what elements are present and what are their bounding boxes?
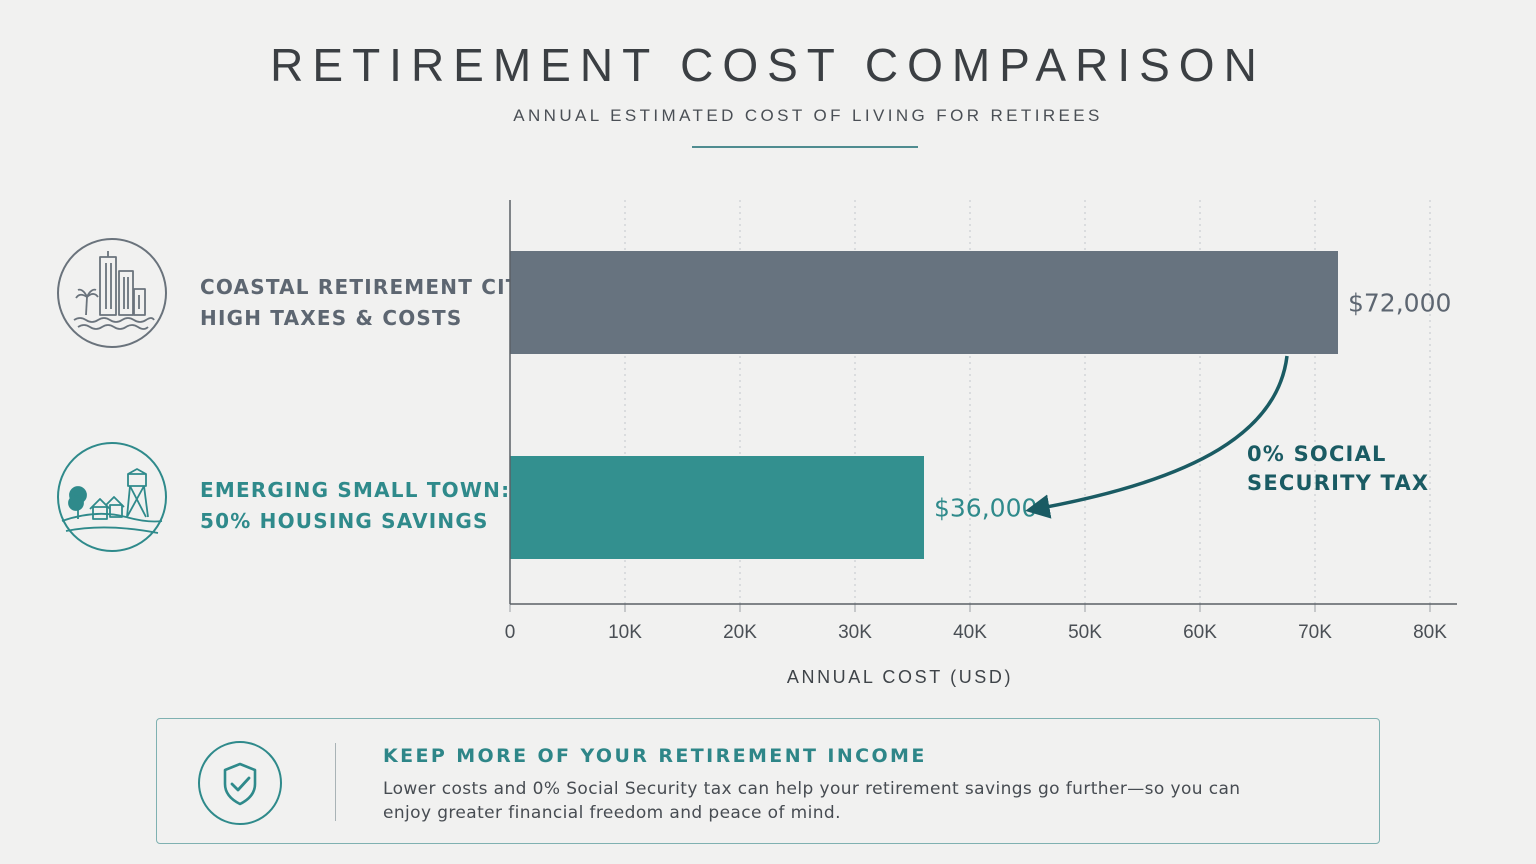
x-tick-label: 70K xyxy=(1298,622,1332,643)
page-title: RETIREMENT COST COMPARISON xyxy=(270,39,1266,91)
city-skyline-icon xyxy=(57,238,167,348)
x-tick-label: 40K xyxy=(953,622,987,643)
bar-value-label: $72,000 xyxy=(1348,289,1451,318)
x-axis-title: ANNUAL COST (USD) xyxy=(786,667,1014,687)
x-tick-label: 80K xyxy=(1413,622,1447,643)
x-tick-label: 10K xyxy=(608,622,642,643)
info-heading: KEEP MORE OF YOUR RETIREMENT INCOME xyxy=(383,745,927,767)
page-subtitle: ANNUAL ESTIMATED COST OF LIVING FOR RETI… xyxy=(513,106,1103,125)
annotation-social-security: 0% SOCIAL SECURITY TAX xyxy=(1247,442,1430,495)
x-tick-label: 30K xyxy=(838,622,872,643)
shield-check-icon xyxy=(198,741,282,825)
bar xyxy=(510,456,924,559)
category-label-small-town: EMERGING SMALL TOWN: 50% HOUSING SAVINGS xyxy=(200,478,511,533)
category-label-coastal: COASTAL RETIREMENT CITY: HIGH TAXES & CO… xyxy=(200,275,544,330)
bar xyxy=(510,251,1338,354)
info-callout-box: KEEP MORE OF YOUR RETIREMENT INCOME Lowe… xyxy=(156,718,1380,844)
title-underline xyxy=(692,146,918,148)
small-town-icon xyxy=(57,442,167,552)
info-divider xyxy=(335,743,336,821)
bar-value-label: $36,000 xyxy=(934,494,1037,523)
annotation-arrow xyxy=(1025,355,1289,519)
x-tick-label: 20K xyxy=(723,622,757,643)
info-body: Lower costs and 0% Social Security tax c… xyxy=(383,779,1241,823)
x-tick-label: 0 xyxy=(505,622,516,643)
x-tick-label: 60K xyxy=(1183,622,1217,643)
x-tick-label: 50K xyxy=(1068,622,1102,643)
